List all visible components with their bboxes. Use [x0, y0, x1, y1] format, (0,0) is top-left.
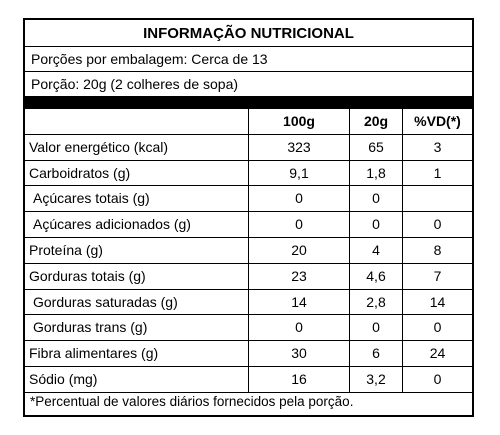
thick-divider [25, 97, 472, 109]
value-20g: 0 [349, 186, 402, 212]
table-row: Açúcares totais (g) 0 0 [25, 186, 472, 213]
footnote: *Percentual de valores diários fornecido… [30, 394, 354, 409]
header-vd: %VD(*) [402, 109, 472, 134]
value-20g: 6 [349, 341, 402, 366]
serving-size: Porção: 20g (2 colheres de sopa) [25, 72, 472, 97]
value-vd: 3 [402, 134, 472, 160]
value-20g: 0 [349, 315, 402, 341]
value-vd: 1 [402, 160, 472, 186]
value-20g: 65 [349, 134, 402, 160]
table-body: Valor energético (kcal) 323 65 3 Carboidrato… [25, 134, 472, 393]
value-100g: 14 [248, 289, 349, 315]
table-row: Gorduras totais (g) 23 4,6 7 [25, 263, 472, 290]
nutrient-name: Açúcares totais (g) [33, 190, 150, 207]
nutrition-facts-label: INFORMAÇÃO NUTRICIONAL Porções por embal… [23, 18, 474, 417]
value-100g: 9,1 [248, 160, 349, 186]
nutrient-name: Fibra alimentares (g) [29, 345, 159, 362]
value-vd: 24 [402, 341, 472, 366]
table-row: Gorduras saturadas (g) 14 2,8 14 [25, 289, 472, 316]
value-vd: 8 [402, 237, 472, 263]
nutrient-name: Valor energético (kcal) [29, 138, 169, 155]
header-20g: 20g [349, 109, 402, 134]
value-vd [402, 186, 472, 212]
value-20g: 1,8 [349, 160, 402, 186]
table-row: Proteína (g) 20 4 8 [25, 237, 472, 264]
table-header-row: 100g 20g %VD(*) [25, 109, 472, 135]
value-100g: 20 [248, 237, 349, 263]
table-row: Açúcares adicionados (g) 0 0 0 [25, 212, 472, 238]
value-vd: 7 [402, 263, 472, 289]
header-nutrient [25, 109, 248, 134]
value-20g: 4,6 [349, 263, 402, 289]
nutrient-name: Gorduras saturadas (g) [33, 293, 178, 310]
value-vd: 0 [402, 212, 472, 237]
value-vd: 0 [402, 366, 472, 392]
nutrient-name: Proteína (g) [29, 241, 103, 258]
value-100g: 0 [248, 315, 349, 341]
value-20g: 4 [349, 237, 402, 263]
servings-per-package: Porções por embalagem: Cerca de 13 [25, 47, 472, 72]
value-vd: 0 [402, 315, 472, 341]
table-row: Carboidratos (g) 9,1 1,8 1 [25, 160, 472, 187]
value-100g: 0 [248, 212, 349, 237]
table-row: Sódio (mg) 16 3,2 0 [25, 366, 472, 393]
nutrient-name: Sódio (mg) [29, 370, 98, 387]
nutrient-name: Gorduras trans (g) [33, 319, 148, 336]
table-row: Gorduras trans (g) 0 0 0 [25, 315, 472, 342]
value-20g: 0 [349, 212, 402, 237]
value-100g: 16 [248, 366, 349, 392]
value-100g: 23 [248, 263, 349, 289]
header-100g: 100g [248, 109, 349, 134]
value-20g: 2,8 [349, 289, 402, 315]
nutrition-table: 100g 20g %VD(*) Valor energético (kcal) 3… [25, 109, 472, 393]
table-row: Fibra alimentares (g) 30 6 24 [25, 341, 472, 367]
nutrient-name: Carboidratos (g) [29, 164, 131, 181]
nutrient-name: Açúcares adicionados (g) [33, 216, 191, 233]
label-title: INFORMAÇÃO NUTRICIONAL [25, 20, 472, 47]
value-vd: 14 [402, 289, 472, 315]
value-20g: 3,2 [349, 366, 402, 392]
table-row: Valor energético (kcal) 323 65 3 [25, 134, 472, 161]
value-100g: 30 [248, 341, 349, 366]
value-100g: 0 [248, 186, 349, 212]
nutrient-name: Gorduras totais (g) [29, 267, 146, 284]
value-100g: 323 [248, 134, 349, 160]
